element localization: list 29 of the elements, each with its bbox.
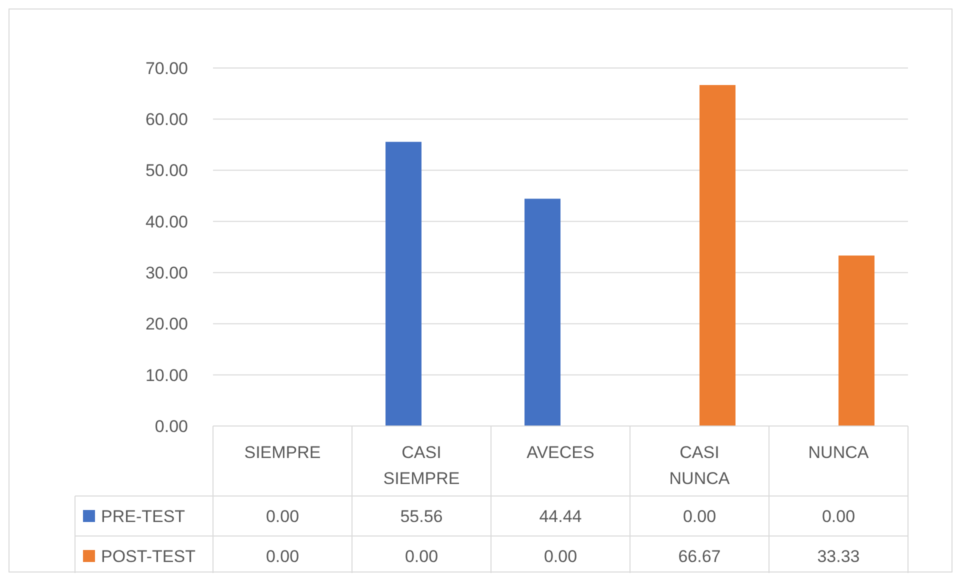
x-tick-label: AVECES bbox=[526, 443, 594, 462]
y-tick-label: 30.00 bbox=[145, 264, 188, 283]
x-tick-label: SIEMPRE bbox=[244, 443, 321, 462]
data-label: 0.00 bbox=[682, 506, 716, 526]
legend-label: POST-TEST bbox=[101, 546, 196, 566]
data-label: 66.67 bbox=[678, 546, 721, 566]
bar bbox=[700, 85, 736, 426]
x-tick-label: NUNCA bbox=[808, 443, 870, 462]
data-label: 0.00 bbox=[544, 546, 578, 566]
y-tick-label: 0.00 bbox=[154, 416, 188, 436]
y-tick-label: 20.00 bbox=[145, 314, 188, 334]
y-tick-label: 60.00 bbox=[145, 110, 188, 130]
data-label: 55.56 bbox=[400, 506, 443, 526]
bar bbox=[524, 198, 560, 426]
data-label: 0.00 bbox=[822, 506, 856, 526]
x-tick-label: CASI SIEMPRE bbox=[383, 443, 460, 488]
x-tick-label: CASI NUNCA bbox=[669, 443, 730, 488]
bar bbox=[386, 142, 422, 426]
legend-label: PRE-TEST bbox=[101, 506, 186, 526]
y-tick-label: 10.00 bbox=[145, 366, 188, 385]
bar bbox=[838, 256, 874, 426]
y-tick-label: 40.00 bbox=[145, 212, 188, 232]
data-label: 0.00 bbox=[266, 506, 300, 526]
data-label: 0.00 bbox=[266, 546, 300, 566]
y-tick-label: 50.00 bbox=[145, 161, 188, 180]
data-label: 33.33 bbox=[817, 546, 860, 566]
y-tick-label: 70.00 bbox=[145, 58, 188, 78]
data-label: 0.00 bbox=[404, 546, 438, 566]
data-label: 44.44 bbox=[539, 506, 582, 526]
